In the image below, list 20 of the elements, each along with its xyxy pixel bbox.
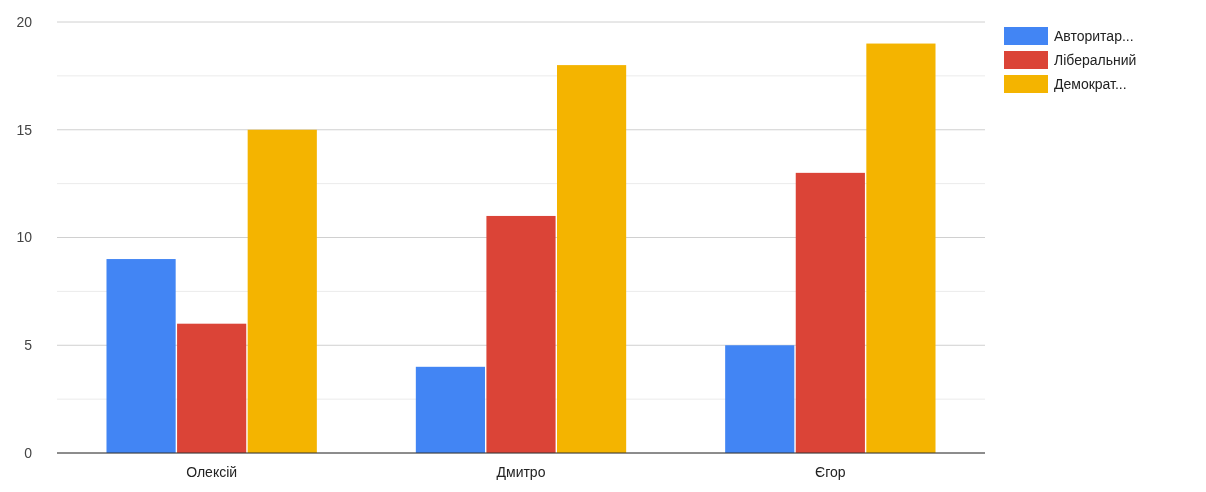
- x-tick-label: Олексій: [186, 464, 238, 480]
- y-tick-label: 0: [24, 444, 33, 461]
- legend-label: Авторитар...: [1054, 27, 1134, 44]
- bar: [486, 215, 556, 453]
- bar: [247, 129, 317, 453]
- bar: [866, 43, 936, 453]
- bar: [557, 65, 627, 453]
- x-tick-label: Єгор: [815, 464, 846, 480]
- bar: [177, 323, 247, 453]
- bar: [795, 172, 865, 453]
- y-tick-label: 10: [16, 229, 33, 246]
- bar: [415, 366, 485, 453]
- legend-label: Демократ...: [1054, 75, 1127, 92]
- x-tick-label: Дмитро: [496, 464, 546, 480]
- y-tick-label: 5: [24, 337, 33, 354]
- bar: [725, 345, 795, 453]
- y-tick-label: 20: [16, 13, 33, 30]
- legend-label: Ліберальний: [1054, 51, 1137, 68]
- y-tick-label: 15: [16, 121, 33, 138]
- bar: [106, 259, 176, 453]
